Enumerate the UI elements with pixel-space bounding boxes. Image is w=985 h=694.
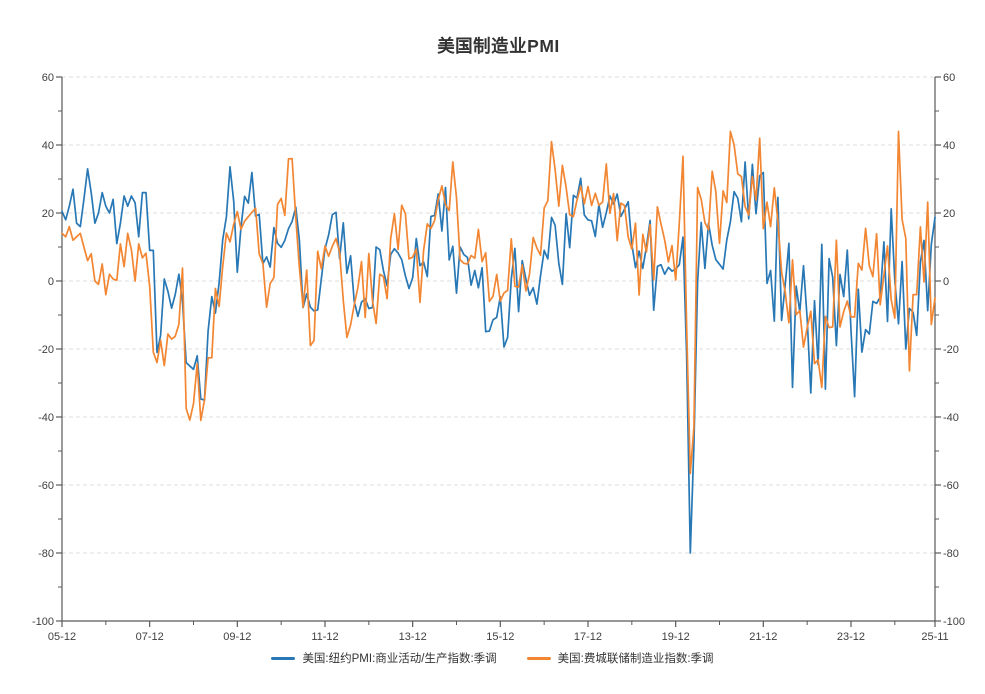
axes <box>56 76 941 627</box>
y-tick-label-left: 60 <box>42 72 54 84</box>
y-tick-label-left: 40 <box>42 140 54 152</box>
y-tick-label-left: 0 <box>48 276 54 288</box>
y-tick-label-right: 40 <box>943 140 955 152</box>
legend-label-ny-pmi: 美国:纽约PMI:商业活动/生产指数:季调 <box>302 653 497 665</box>
x-tick-label: 19-12 <box>662 631 690 643</box>
line-ny-pmi <box>61 161 936 554</box>
y-tick-label-left: 20 <box>42 208 54 220</box>
chart-title: 美国制造业PMI <box>437 36 560 56</box>
legend-item-philly-fed[interactable]: 美国:费城联储制造业指数:季调 <box>526 650 714 666</box>
y-tick-label-right: 20 <box>943 208 955 220</box>
legend-label-philly-fed: 美国:费城联储制造业指数:季调 <box>557 653 714 665</box>
blue-line-swatch-icon <box>271 656 296 660</box>
x-tick-label: 15-12 <box>486 631 514 643</box>
y-tick-label-left: -40 <box>38 412 54 424</box>
y-tick-label-left: -20 <box>38 344 54 356</box>
orange-line-swatch-icon <box>526 656 551 660</box>
x-tick-label: 25-11 <box>921 631 948 643</box>
y-tick-labels: 60 60 40 40 20 20 0 0 -20 -20 -40 -40 -60 -60 -80 -80 -1… <box>32 72 965 628</box>
x-tick-label: 11-12 <box>311 631 338 643</box>
y-tick-label-left: -80 <box>38 548 54 560</box>
y-tick-label-left: -100 <box>32 616 54 628</box>
y-gridlines <box>62 76 935 554</box>
series-lines <box>61 130 936 554</box>
x-tick-label: 07-12 <box>136 631 164 643</box>
x-tick-label: 13-12 <box>399 631 427 643</box>
x-tick-label: 23-12 <box>837 631 865 643</box>
y-tick-label-left: -60 <box>38 480 54 492</box>
y-tick-label-right: -100 <box>943 616 965 628</box>
y-tick-label-right: -40 <box>943 412 959 424</box>
chart-legend: 美国:纽约PMI:商业活动/生产指数:季调 美国:费城联储制造业指数:季调 <box>0 650 985 666</box>
y-tick-label-right: -80 <box>943 548 959 560</box>
legend-item-ny-pmi[interactable]: 美国:纽约PMI:商业活动/生产指数:季调 <box>271 650 497 666</box>
y-tick-label-right: -20 <box>943 344 959 356</box>
x-tick-labels: 05-12 07-12 09-12 11-12 13-12 15-12 17-12 19-12… <box>48 631 949 643</box>
y-tick-label-right: -60 <box>943 480 959 492</box>
line-philly-fed <box>61 130 936 475</box>
x-tick-label: 09-12 <box>223 631 251 643</box>
x-tick-label: 21-12 <box>749 631 777 643</box>
y-tick-label-right: 60 <box>943 72 955 84</box>
x-tick-label: 05-12 <box>48 631 76 643</box>
y-tick-label-right: 0 <box>943 276 949 288</box>
x-tick-label: 17-12 <box>574 631 602 643</box>
